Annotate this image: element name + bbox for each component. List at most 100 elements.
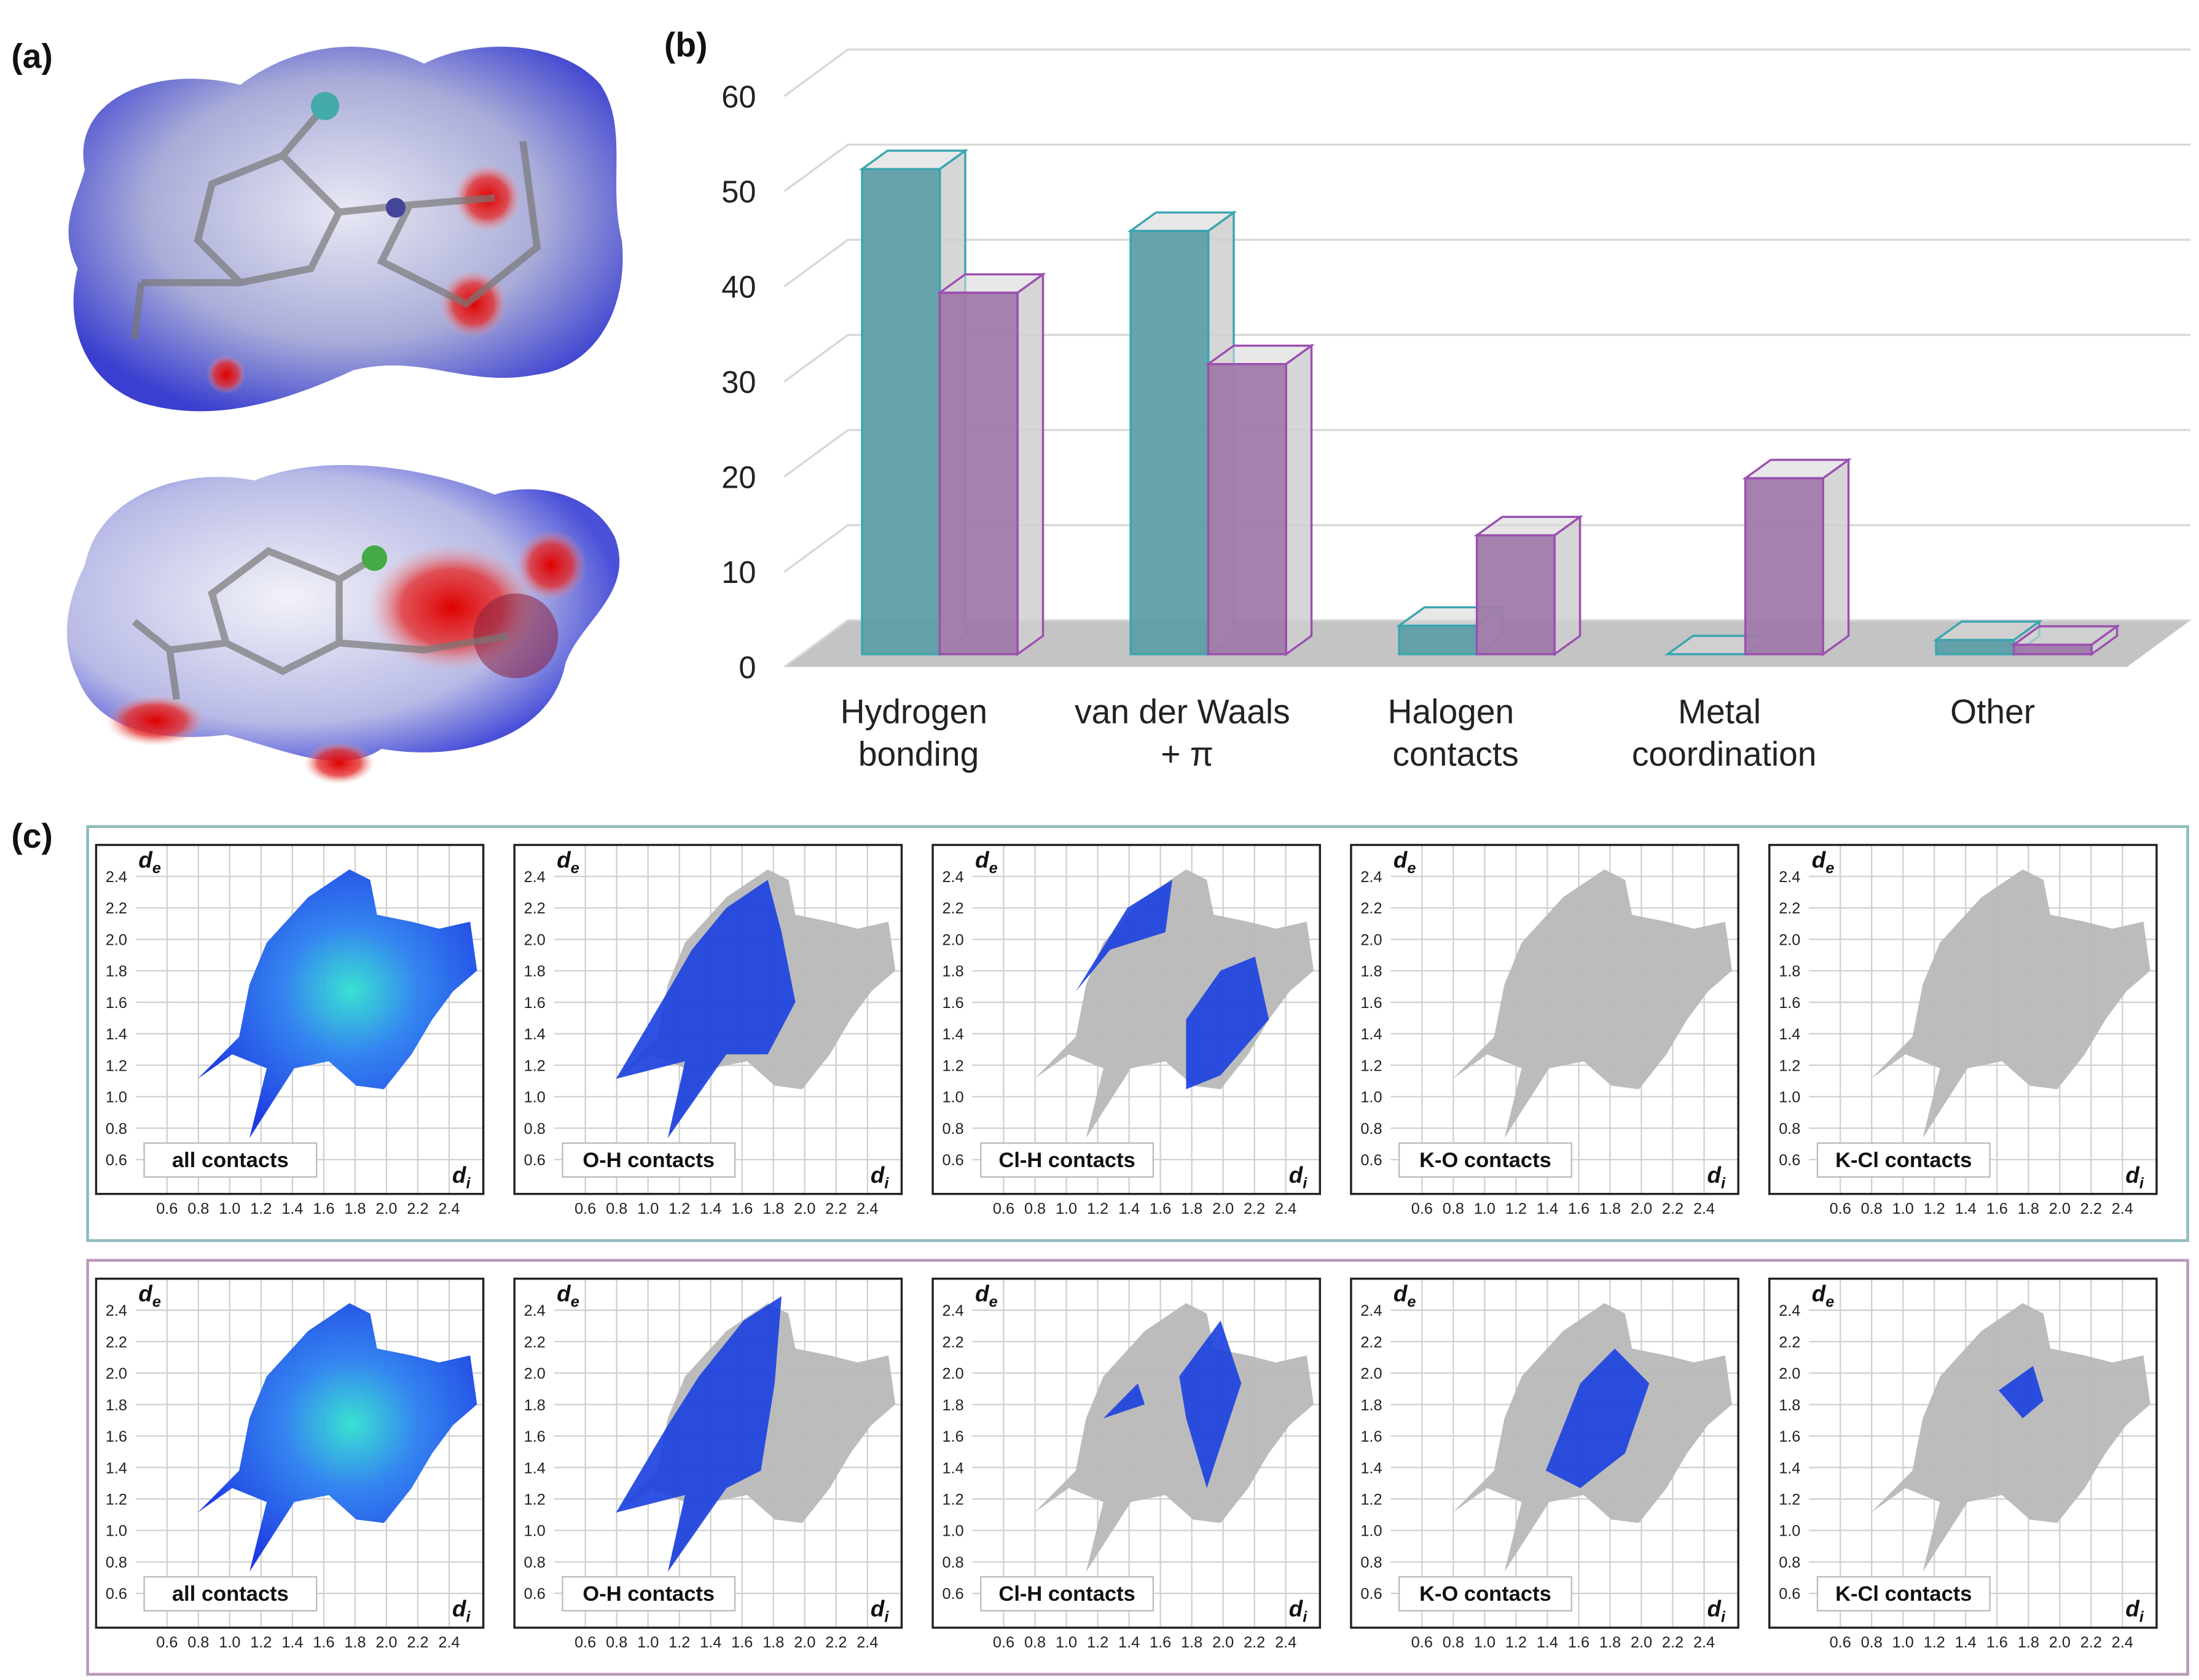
y-tick-label: 2.0 (1360, 1365, 1382, 1383)
x-tick-label: 0.6 (1411, 1200, 1433, 1217)
x-tick-label: 2.0 (1631, 1634, 1652, 1651)
x-tick-label: 1.8 (1599, 1634, 1621, 1651)
y-tick-label: 30 (721, 365, 756, 400)
grid-line (783, 238, 2191, 287)
x-tick-label: 1.8 (762, 1634, 784, 1651)
y-tick-label: 1.8 (1779, 1397, 1800, 1414)
x-tick-label: 1.8 (1181, 1200, 1202, 1217)
x-tick-label: 1.2 (1505, 1634, 1527, 1651)
label-box (1816, 1142, 1991, 1178)
y-tick-label: 60 (721, 79, 756, 114)
x-tick-label: 1.4 (1537, 1200, 1558, 1217)
bar (1129, 230, 1210, 655)
plot-frame (513, 1277, 903, 1629)
y-tick-label: 0.6 (524, 1585, 546, 1603)
y-axis-label: de (557, 847, 579, 877)
bar (1935, 639, 2015, 655)
x-tick-label: 1.2 (250, 1200, 272, 1217)
x-tick-label: 2.0 (794, 1634, 815, 1651)
y-tick-label: 1.0 (1360, 1089, 1382, 1106)
x-tick-label: 1.8 (762, 1200, 784, 1217)
y-tick-label: 1.0 (524, 1089, 546, 1106)
x-tick-label: 1.6 (731, 1634, 753, 1651)
y-tick-label: 2.2 (1360, 900, 1382, 917)
x-tick-label: 2.2 (1662, 1200, 1684, 1217)
y-axis-label: de (1393, 847, 1416, 877)
grid-line (783, 429, 2191, 478)
x-tick-label: 1.0 (1056, 1200, 1077, 1217)
plot-frame (1768, 1277, 2158, 1629)
x-tick-label: 2.4 (2112, 1634, 2133, 1651)
label-box (1398, 1142, 1572, 1178)
bar (1207, 362, 1287, 655)
y-tick-label: 2.0 (1779, 1365, 1800, 1383)
y-tick-label: 1.4 (524, 1026, 546, 1043)
x-tick-label: 0.8 (1861, 1634, 1883, 1651)
x-tick-label: 0.8 (1443, 1634, 1464, 1651)
x-tick-label: 0.6 (1830, 1200, 1851, 1217)
bar-side (1016, 272, 1045, 657)
x-tick-label: 1.6 (1568, 1634, 1589, 1651)
grid-line (783, 48, 2191, 97)
y-tick-label: 1.8 (943, 963, 964, 980)
plot-frame (931, 1277, 1322, 1629)
y-tick-label: 0.6 (1360, 1585, 1382, 1603)
y-tick-label: 1.8 (106, 963, 127, 980)
x-tick-label: 0.6 (574, 1200, 596, 1217)
x-tick-label: 1.8 (1599, 1200, 1621, 1217)
cloud (1871, 1303, 2150, 1572)
y-tick-label: 1.2 (943, 1491, 964, 1509)
x-tick-label: 0.8 (1443, 1200, 1464, 1217)
x-tick-label: 1.4 (1118, 1200, 1140, 1217)
x-tick-label: 1.8 (2018, 1200, 2039, 1217)
label-box (980, 1576, 1154, 1612)
y-tick-label: 1.8 (524, 1397, 546, 1414)
bar (1475, 534, 1556, 655)
y-tick-label: 1.6 (524, 994, 546, 1012)
y-tick-label: 2.4 (106, 869, 127, 886)
x-tick-label: Other (1950, 693, 2035, 731)
x-tick-label: 2.2 (1244, 1200, 1265, 1217)
x-tick-label: 0.8 (187, 1200, 209, 1217)
x-tick-label: 1.6 (1150, 1200, 1171, 1217)
x-tick-label: 1.4 (281, 1200, 303, 1217)
bar-side (1553, 515, 1582, 657)
y-tick-label: 1.4 (1360, 1459, 1382, 1477)
y-tick-label: 1.6 (524, 1428, 546, 1445)
x-tick-label: 2.0 (2049, 1200, 2071, 1217)
y-tick-label: 1.4 (943, 1459, 964, 1477)
y-tick-label: 10 (721, 555, 756, 590)
x-tick-label: 1.2 (250, 1634, 272, 1651)
y-tick-label: 1.2 (524, 1491, 546, 1509)
bar-top (1127, 211, 1237, 232)
cloud (1034, 1303, 1314, 1572)
bar-top (1932, 620, 2043, 641)
y-tick-label: 2.0 (1779, 931, 1800, 948)
x-tick-label: 1.4 (1118, 1634, 1140, 1651)
grid-line (783, 524, 2191, 573)
x-tick-label: 2.2 (407, 1200, 428, 1217)
x-tick-label: 2.4 (856, 1634, 878, 1651)
bar-top (2010, 625, 2120, 646)
x-tick-label: 0.8 (187, 1634, 209, 1651)
x-tick-label: 1.0 (1056, 1634, 1077, 1651)
x-tick-label: 1.0 (637, 1200, 659, 1217)
y-tick-label: 0.6 (1360, 1152, 1382, 1169)
y-tick-label: 2.2 (943, 900, 964, 917)
x-tick-label: 2.4 (1275, 1200, 1296, 1217)
cloud (197, 869, 477, 1138)
y-tick-label: 1.2 (524, 1057, 546, 1074)
y-tick-label: 2.2 (524, 900, 546, 917)
plot-frame (1768, 843, 2158, 1195)
y-tick-label: 1.6 (1360, 1428, 1382, 1445)
y-tick-label: 2.4 (943, 869, 964, 886)
x-tick-label: van der Waals + π (1075, 693, 1299, 773)
y-tick-label: 1.8 (106, 1397, 127, 1414)
x-tick-label: Metal coordination (1632, 693, 1817, 773)
bar (1744, 477, 1824, 655)
x-tick-label: 1.6 (1568, 1200, 1589, 1217)
x-tick-label: 2.0 (1212, 1634, 1234, 1651)
label-box (1816, 1576, 1991, 1612)
x-tick-label: 1.4 (1955, 1200, 1977, 1217)
x-tick-label: 2.2 (2080, 1634, 2102, 1651)
